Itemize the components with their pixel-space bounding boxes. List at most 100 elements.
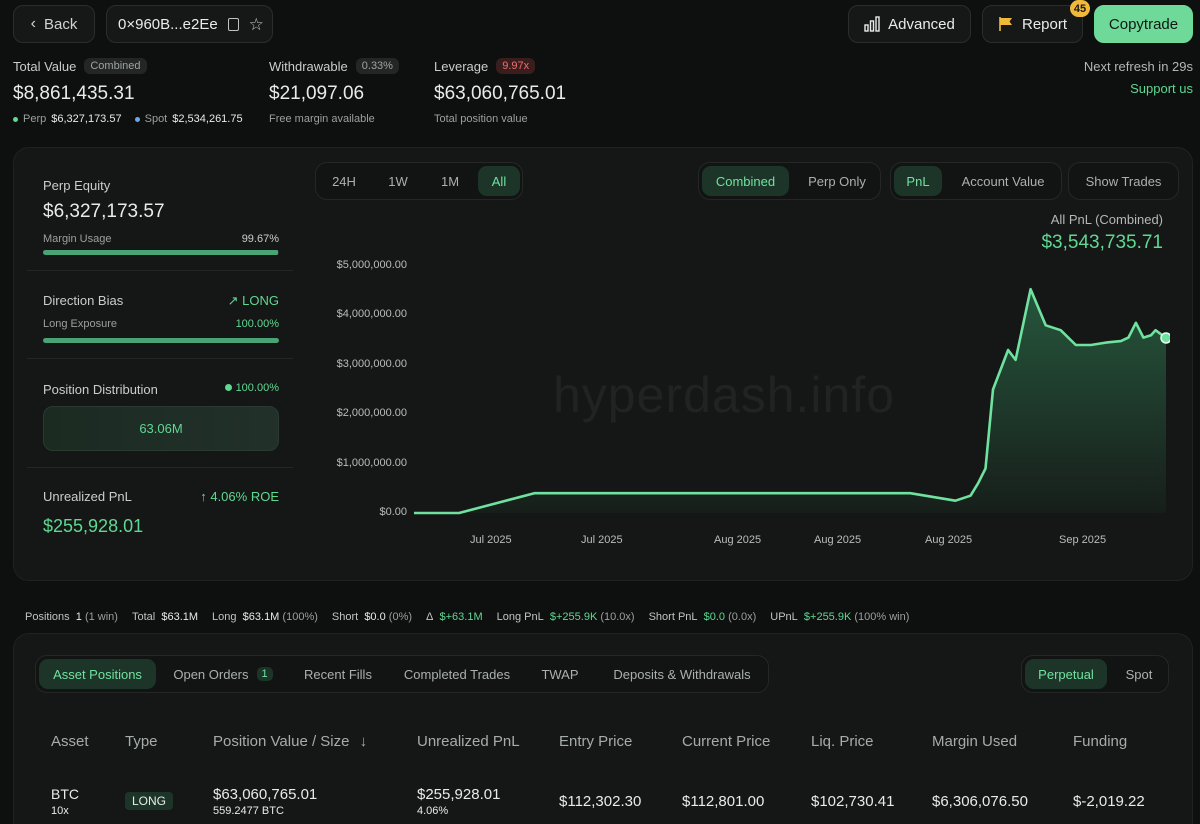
col-current-price[interactable]: Current Price bbox=[682, 733, 771, 750]
stat-long-pnl-label: Long PnL bbox=[496, 611, 544, 623]
row-entry-price: $112,302.30 bbox=[559, 793, 642, 810]
col-funding[interactable]: Funding bbox=[1073, 733, 1128, 750]
margin-usage-bar bbox=[43, 250, 279, 255]
x-tick-label: Sep 2025 bbox=[1059, 534, 1107, 546]
star-icon[interactable]: ☆ bbox=[248, 14, 264, 34]
latest-point[interactable] bbox=[1160, 332, 1170, 344]
side-divider-1 bbox=[27, 270, 293, 271]
tab-completed-trades[interactable]: Completed Trades bbox=[403, 666, 511, 682]
positions-tabs bbox=[35, 655, 769, 693]
long-exposure-fill bbox=[43, 338, 279, 343]
pnl-line bbox=[414, 287, 1167, 515]
stat-total-label: Total bbox=[131, 611, 156, 623]
tab-asset-positions[interactable]: Asset Positions bbox=[39, 659, 156, 689]
tab-spot[interactable]: Spot bbox=[1125, 666, 1153, 682]
direction-value-text: LONG bbox=[242, 293, 279, 308]
tab-open-orders[interactable]: Open Orders 1 bbox=[164, 659, 282, 689]
refresh-timer: Next refresh in 29s bbox=[1083, 59, 1193, 74]
y-tick-label: $4,000,000.00 bbox=[336, 308, 407, 321]
spot-dot-icon bbox=[134, 116, 140, 122]
row-position-value: $63,060,765.01 bbox=[213, 786, 318, 803]
stat-upnl-label: UPnL bbox=[770, 611, 798, 623]
stat-delta: Δ $+63.1M bbox=[426, 611, 483, 623]
stat-delta-value: $+63.1M bbox=[439, 611, 483, 623]
total-value: $8,861,435.31 bbox=[13, 83, 135, 104]
stat-short-pnl-label: Short PnL bbox=[648, 611, 698, 623]
stat-short-value: $0.0 bbox=[364, 611, 386, 623]
distribution-dot-icon bbox=[224, 384, 232, 391]
row-type-badge: LONG bbox=[125, 792, 174, 810]
col-asset[interactable]: Asset bbox=[51, 733, 89, 750]
stat-long: Long $63.1M (100%) bbox=[212, 611, 318, 623]
tab-perpetual[interactable]: Perpetual bbox=[1025, 659, 1107, 689]
col-position-value[interactable]: Position Value / Size ↓ bbox=[213, 733, 367, 750]
spot-value: $2,534,261.75 bbox=[172, 113, 243, 125]
y-tick-label: $2,000,000.00 bbox=[336, 407, 407, 420]
perp-equity-label: Perp Equity bbox=[43, 178, 111, 193]
stat-short-pnl-sub: (0.0x) bbox=[728, 611, 757, 623]
total-value-block: Total Value Combined $8,861,435.31 Perp … bbox=[13, 58, 243, 125]
upnl-value: $255,928.01 bbox=[43, 516, 144, 536]
col-liq-price[interactable]: Liq. Price bbox=[811, 733, 874, 750]
address-chip[interactable]: 0×960B...e2Ee ☆ bbox=[106, 5, 273, 43]
stat-long-value: $63.1M bbox=[242, 611, 280, 623]
row-current-price: $112,801.00 bbox=[682, 793, 765, 810]
row-asset: BTC bbox=[51, 786, 79, 802]
range-24h[interactable]: 24H bbox=[332, 173, 356, 189]
long-exposure-bar bbox=[43, 338, 279, 343]
stat-short-pnl-value: $0.0 bbox=[703, 611, 726, 623]
advanced-button[interactable]: Advanced bbox=[848, 5, 971, 43]
tab-twap[interactable]: TWAP bbox=[541, 666, 579, 682]
tab-deposits-withdrawals[interactable]: Deposits & Withdrawals bbox=[613, 666, 751, 682]
margin-usage-value: 99.67% bbox=[241, 233, 279, 245]
all-pnl-value: $3,543,735.71 bbox=[1041, 232, 1163, 253]
back-button[interactable]: ‹ Back bbox=[13, 5, 95, 43]
col-entry-price[interactable]: Entry Price bbox=[559, 733, 633, 750]
stat-long-pnl: Long PnL $+255.9K (10.0x) bbox=[497, 611, 635, 623]
row-upnl: $255,928.01 bbox=[417, 786, 501, 803]
x-tick-label: Aug 2025 bbox=[714, 534, 762, 546]
pnl-chart bbox=[414, 287, 1170, 515]
range-1w[interactable]: 1W bbox=[388, 173, 408, 189]
col-unrealized-pnl[interactable]: Unrealized PnL bbox=[417, 733, 520, 750]
mode-perp-only[interactable]: Perp Only bbox=[808, 173, 866, 189]
col-position-value-label: Position Value / Size bbox=[213, 733, 350, 750]
sort-down-icon[interactable]: ↓ bbox=[359, 733, 368, 750]
spot-label: Spot bbox=[144, 113, 168, 125]
trend-up-icon: ↗ bbox=[227, 293, 239, 308]
bar-chart-icon bbox=[864, 16, 880, 32]
address-text: 0×960B...e2Ee bbox=[118, 15, 218, 33]
withdrawable-block: Withdrawable 0.33% $21,097.06 Free margi… bbox=[269, 58, 399, 125]
perp-value: $6,327,173.57 bbox=[51, 113, 122, 125]
stat-positions-value: 1 bbox=[75, 611, 82, 623]
upnl-label: Unrealized PnL bbox=[43, 489, 132, 504]
stat-upnl-sub: (100% win) bbox=[854, 611, 910, 623]
range-1m[interactable]: 1M bbox=[440, 173, 460, 189]
copytrade-button[interactable]: Copytrade bbox=[1094, 5, 1193, 43]
report-count-badge: 45 bbox=[1070, 0, 1090, 17]
long-exposure-label: Long Exposure bbox=[43, 318, 117, 330]
leverage-tag: 9.97x bbox=[496, 58, 536, 74]
distribution-box[interactable]: 63.06M bbox=[43, 406, 279, 451]
show-trades-button[interactable]: Show Trades bbox=[1068, 162, 1179, 200]
long-exposure-value: 100.00% bbox=[235, 318, 279, 330]
y-tick-label: $5,000,000.00 bbox=[336, 259, 407, 271]
col-type[interactable]: Type bbox=[125, 733, 158, 750]
side-divider-3 bbox=[27, 467, 293, 468]
support-link[interactable]: Support us bbox=[1130, 81, 1193, 96]
chart-watermark: hyperdash.info bbox=[553, 367, 896, 423]
report-button[interactable]: Report bbox=[982, 5, 1083, 43]
copy-icon[interactable] bbox=[227, 17, 239, 31]
tab-recent-fills[interactable]: Recent Fills bbox=[304, 666, 372, 682]
stat-delta-label: Δ bbox=[426, 611, 434, 623]
metric-pnl[interactable]: PnL bbox=[894, 166, 942, 196]
stat-short-label: Short bbox=[331, 611, 359, 623]
tab-open-orders-label: Open Orders bbox=[173, 666, 249, 682]
range-all[interactable]: All bbox=[478, 166, 520, 196]
metric-account-value[interactable]: Account Value bbox=[961, 173, 1045, 189]
direction-bias-value: ↗ LONG bbox=[180, 293, 279, 309]
col-margin-used[interactable]: Margin Used bbox=[932, 733, 1018, 750]
mode-combined[interactable]: Combined bbox=[702, 166, 789, 196]
direction-bias-label: Direction Bias bbox=[43, 293, 124, 308]
report-label: Report bbox=[1021, 15, 1068, 33]
